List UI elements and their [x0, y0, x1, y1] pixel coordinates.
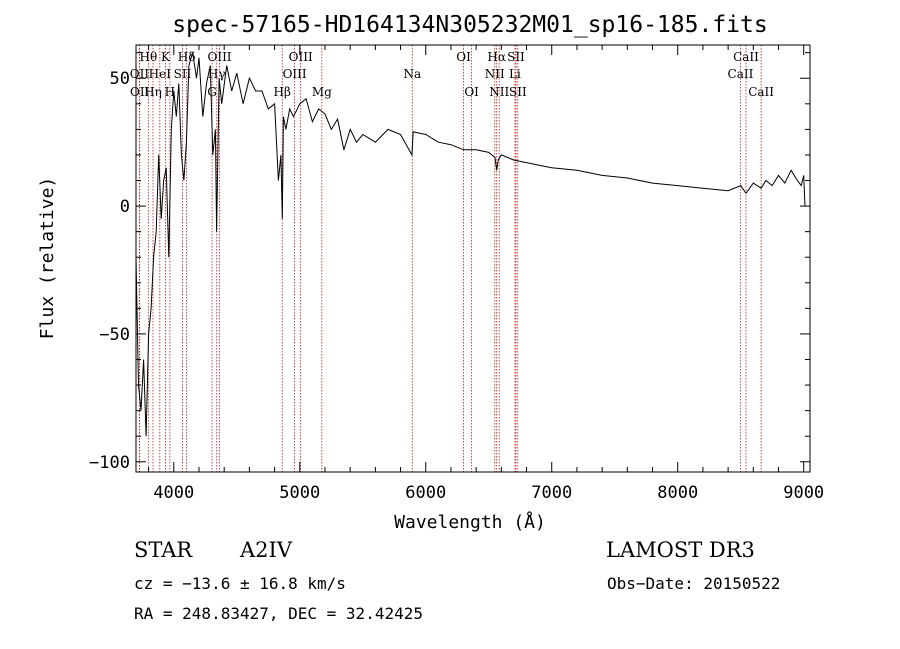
marker-label-12: Hβ: [274, 85, 291, 99]
survey-name: LAMOST DR3: [606, 538, 755, 562]
object-class: STAR: [134, 538, 193, 562]
marker-label-21: NII: [489, 85, 509, 99]
x-tick-label-2: 6000: [405, 483, 446, 503]
emission-line-markers: [139, 45, 762, 472]
marker-label-7: SII: [174, 67, 192, 81]
marker-label-13: OIII: [283, 67, 307, 81]
marker-label-16: Na: [403, 67, 421, 81]
marker-label-20: Hα: [487, 50, 506, 64]
redshift-velocity: cz = −13.6 ± 16.8 km/s: [134, 574, 346, 593]
marker-label-26: CaII: [728, 67, 754, 81]
marker-label-10: Hγ: [208, 67, 226, 81]
marker-label-22: SII: [507, 50, 525, 64]
marker-label-25: CaII: [733, 50, 759, 64]
marker-label-2: OII: [130, 85, 150, 99]
y-tick-label-2: 0: [120, 197, 130, 217]
marker-label-3: Hη: [144, 85, 162, 99]
y-tick-label-1: −50: [99, 325, 130, 345]
object-subclass: A2IV: [240, 538, 292, 562]
plot-frame: [135, 44, 811, 473]
marker-label-8: Hδ: [178, 50, 196, 64]
x-tick-label-1: 5000: [279, 483, 320, 503]
x-axis-label: Wavelength (Å): [394, 511, 546, 533]
marker-label-18: OI: [464, 85, 479, 99]
spectrum-line: [135, 52, 806, 437]
y-axis-label: Flux (relative): [37, 177, 58, 340]
y-tick-label-3: 50: [110, 69, 130, 89]
x-tick-label-0: 4000: [153, 483, 194, 503]
marker-label-23: Li: [509, 67, 521, 81]
marker-label-0: Hθ: [139, 50, 157, 64]
x-axis: 4000 5000 6000 7000 8000 9000: [148, 45, 824, 503]
marker-label-6: H: [165, 85, 175, 99]
x-tick-label-5: 9000: [783, 483, 824, 503]
marker-label-9: OIII: [207, 50, 231, 64]
observation-date: Obs−Date: 20150522: [607, 574, 781, 593]
marker-label-27: CaII: [748, 85, 774, 99]
marker-label-17: OI: [456, 50, 471, 64]
marker-label-11: G: [207, 85, 217, 99]
marker-label-4: HeI: [149, 67, 172, 81]
marker-label-24: SII: [509, 85, 527, 99]
marker-label-1: OII: [130, 67, 150, 81]
x-tick-label-3: 7000: [531, 483, 572, 503]
marker-label-5: K: [161, 50, 171, 64]
y-axis: −100 −50 0 50: [89, 52, 810, 473]
y-tick-label-0: −100: [89, 453, 130, 473]
marker-label-14: OIII: [289, 50, 313, 64]
chart-title: spec-57165-HD164134N305232M01_sp16-185.f…: [172, 12, 767, 38]
x-tick-label-4: 8000: [657, 483, 698, 503]
marker-label-19: NII: [485, 67, 505, 81]
coordinates: RA = 248.83427, DEC = 32.42425: [134, 604, 423, 623]
marker-label-15: Mg: [312, 85, 332, 99]
